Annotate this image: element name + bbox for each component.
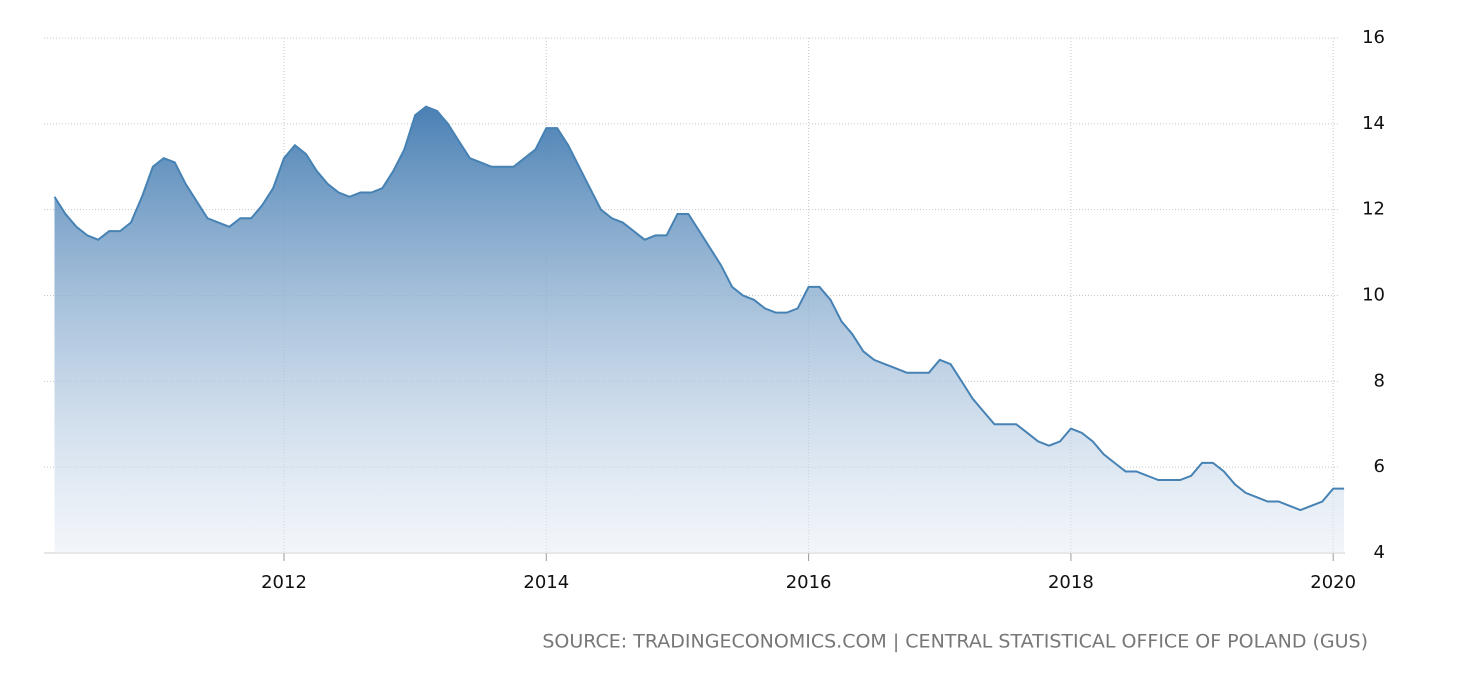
y-tick-label: 6	[1374, 456, 1385, 477]
y-tick-label: 8	[1374, 370, 1385, 391]
x-tick-label: 2016	[786, 572, 832, 593]
x-tick-label: 2014	[523, 572, 569, 593]
y-tick-label: 16	[1362, 27, 1385, 48]
y-tick-label: 4	[1374, 542, 1385, 563]
y-tick-label: 14	[1362, 113, 1385, 134]
line	[53, 105, 1345, 512]
source: SOURCE: TRADINGECONOMICS.COM | CENTRAL S…	[542, 631, 1368, 653]
x-tick-label: 2018	[1048, 572, 1094, 593]
x-tick-label: 2012	[261, 572, 307, 593]
area	[54, 106, 1345, 554]
y-tick-label: 12	[1362, 199, 1385, 220]
x-tick-label: 2020	[1310, 572, 1356, 593]
y-tick-label: 10	[1362, 285, 1385, 306]
